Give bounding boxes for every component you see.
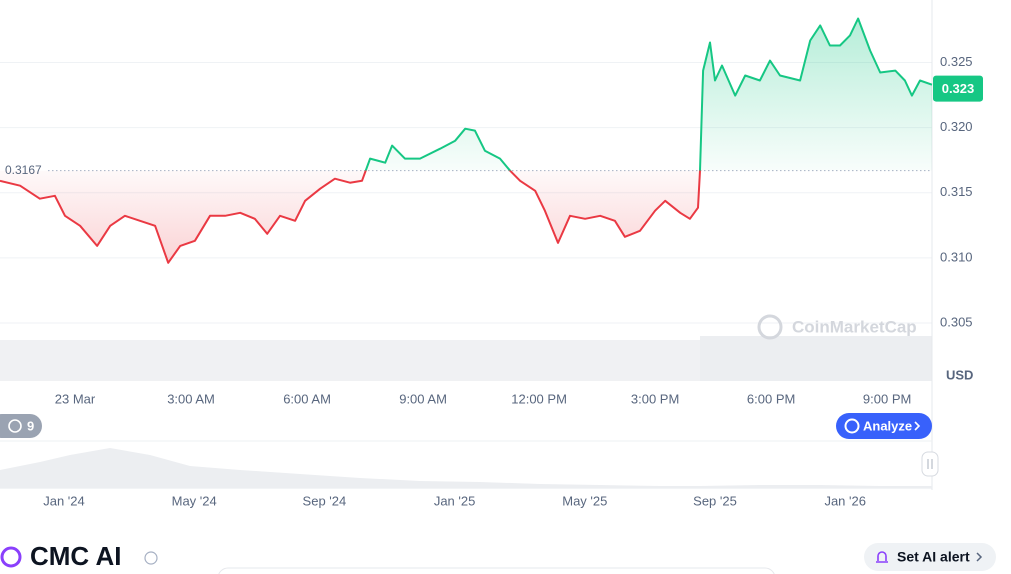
button-label: Analyze	[863, 418, 912, 433]
price-line	[0, 17, 933, 264]
navigator[interactable]: Jan '24 May '24 Sep '24 Jan '25 May '25 Sep '…	[0, 440, 939, 508]
price-area	[0, 18, 932, 263]
ai-input[interactable]	[218, 567, 775, 574]
navigator-labels: Jan '24 May '24 Sep '24 Jan '25 May '25 Sep '…	[43, 493, 866, 508]
analyze-button[interactable]: Analyze	[836, 413, 932, 439]
button-bg	[836, 413, 932, 439]
watermark: CoinMarketCap	[757, 314, 917, 340]
navigator-label: Jan '26	[824, 493, 866, 508]
navigator-label: Jan '25	[434, 493, 476, 508]
clock-icon	[8, 419, 22, 433]
navigator-label: Sep '25	[693, 493, 737, 508]
navigator-label: May '25	[562, 493, 607, 508]
y-tick-label: 0.305	[940, 314, 973, 329]
y-tick-label: 0.315	[940, 184, 973, 199]
y-tick-label: 0.310	[940, 249, 973, 264]
info-icon[interactable]	[144, 551, 158, 565]
x-tick-label: 9:00 PM	[863, 391, 911, 406]
ai-logo	[0, 546, 22, 568]
ai-icon	[844, 418, 860, 434]
alert-button[interactable]: Set AI alert	[864, 543, 996, 571]
section-title: CMC AI	[30, 541, 121, 571]
history-count: 9	[27, 418, 34, 433]
x-tick-label: 12:00 PM	[511, 391, 567, 406]
history-badge[interactable]: 9	[0, 414, 42, 438]
x-tick-label: 23 Mar	[55, 391, 96, 406]
x-tick-label: 3:00 PM	[631, 391, 679, 406]
navigator-handle[interactable]	[921, 451, 939, 477]
x-tick-label: 6:00 AM	[283, 391, 331, 406]
bell-icon	[876, 551, 888, 563]
watermark-text: CoinMarketCap	[792, 317, 917, 336]
cmc-ai-header: CMC AI	[0, 541, 158, 571]
baseline-label: 0.3167	[5, 163, 42, 177]
chevron	[976, 552, 983, 562]
navigator-area	[0, 448, 932, 488]
navigator-label: Jan '24	[43, 493, 85, 508]
y-tick-label: 0.325	[940, 54, 973, 69]
navigator-label: Sep '24	[303, 493, 347, 508]
volume-band	[700, 336, 932, 381]
plot: 0.3167 0.323	[0, 17, 983, 264]
y-tick-label: 0.320	[940, 119, 973, 134]
price-tag	[933, 75, 983, 102]
x-tick-label: 3:00 AM	[167, 391, 215, 406]
x-tick-label: 9:00 AM	[399, 391, 447, 406]
x-tick-label: 6:00 PM	[747, 391, 795, 406]
chevron	[914, 421, 921, 431]
y-unit: USD	[946, 367, 973, 382]
navigator-label: May '24	[172, 493, 217, 508]
price-tag-label: 0.323	[942, 81, 975, 96]
button-bg	[864, 543, 996, 571]
button-label: Set AI alert	[897, 549, 970, 565]
